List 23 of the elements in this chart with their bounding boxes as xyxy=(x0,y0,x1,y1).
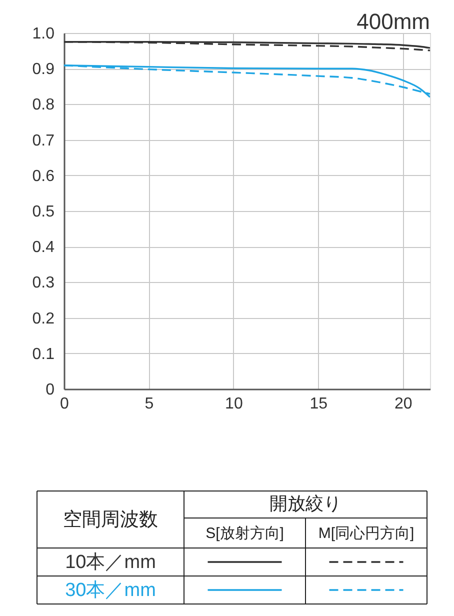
text: 10本／mm xyxy=(65,552,156,573)
text: M[同心円方向] xyxy=(318,525,414,542)
x-tick-label: 5 xyxy=(144,396,154,412)
x-tick-label: 10 xyxy=(225,396,243,412)
x-tick-label: 0 xyxy=(60,396,70,412)
y-tick-label: 0 xyxy=(46,382,55,398)
y-tick-label: 0.8 xyxy=(32,96,55,114)
text: 開放絞り xyxy=(270,494,342,514)
y-tick-label: 0.1 xyxy=(32,346,55,363)
text: 30本／mm xyxy=(65,580,156,601)
legend-title: 空間周波数 xyxy=(63,508,158,530)
y-tick-label: 1.0 xyxy=(32,26,55,42)
x-tick-label: 15 xyxy=(310,396,328,412)
y-tick-label: 0.5 xyxy=(32,204,55,220)
y-tick-label: 0.6 xyxy=(32,168,55,185)
y-tick-label: 0.9 xyxy=(32,61,55,78)
chart-title: 400mm xyxy=(356,9,430,34)
y-tick-label: 0.3 xyxy=(32,274,55,292)
y-tick-label: 0.2 xyxy=(32,310,55,328)
x-tick-label: 20 xyxy=(394,396,412,412)
text: S[放射方向] xyxy=(206,525,284,542)
y-tick-label: 0.7 xyxy=(32,132,55,150)
y-tick-label: 0.4 xyxy=(32,239,55,256)
